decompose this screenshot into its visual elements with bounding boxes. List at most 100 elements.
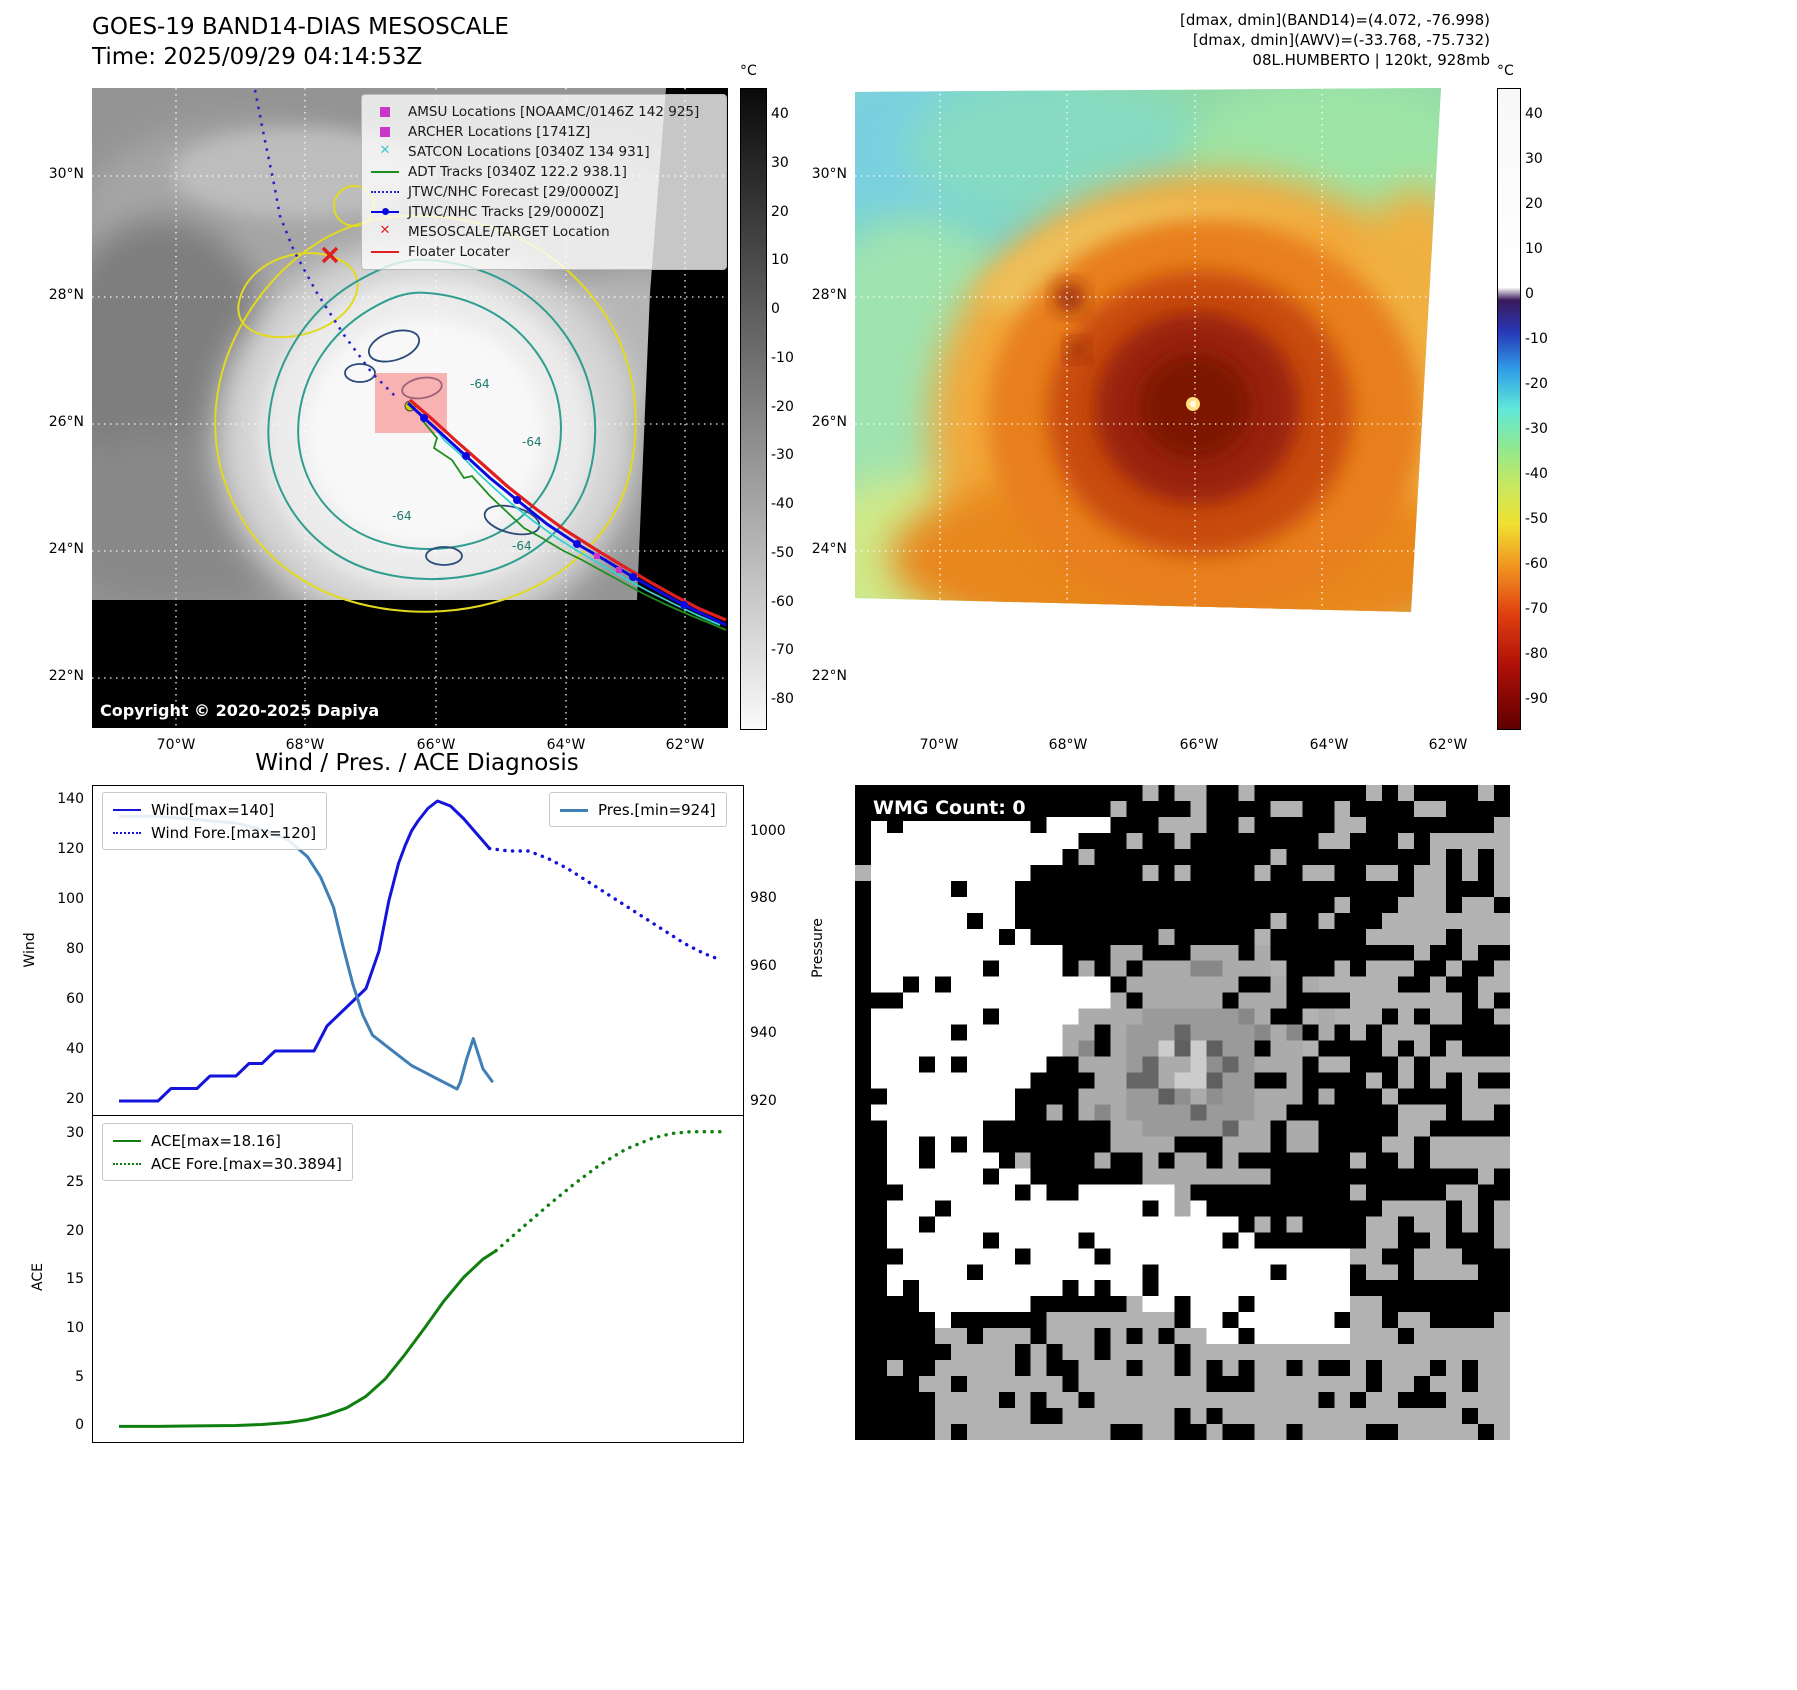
pressure-axis-tick: 1000 <box>750 823 786 840</box>
legend-label: Pres.[min=924] <box>598 800 716 819</box>
pressure-legend: Pres.[min=924] <box>549 792 727 827</box>
band14-colorbar-tick: -10 <box>771 349 794 366</box>
awv-colorbar-tick: -50 <box>1525 511 1548 527</box>
series-wind-fore-max-120- <box>487 846 719 961</box>
legend-label: Wind Fore.[max=120] <box>151 823 317 842</box>
band14-lat-tick: 28°N <box>48 287 84 303</box>
awv-lon-tick: 70°W <box>919 737 959 753</box>
map-legend-label: JTWC/NHC Tracks [29/0000Z] <box>408 204 605 220</box>
pressure-line-icon <box>560 803 588 817</box>
wind-axis-tick: 20 <box>66 1091 84 1107</box>
band14-lat-tick: 22°N <box>48 668 84 684</box>
wind-axis-tick: 100 <box>57 891 84 907</box>
band14-colorbar-tick: -80 <box>771 691 794 707</box>
band14-colorbar-tick: -40 <box>771 496 794 512</box>
ace-axis-tick: 0 <box>75 1417 84 1434</box>
series-wind-max-140- <box>119 799 491 1103</box>
wmg-count-label: WMG Count: 0 <box>867 795 1032 821</box>
band14-lon-tick: 64°W <box>546 737 586 753</box>
awv-lon-tick: 68°W <box>1048 737 1088 753</box>
wind-ylabel: Wind <box>22 932 38 968</box>
awv-lat-tick: 24°N <box>811 541 847 557</box>
contour-label: -64 <box>470 377 490 391</box>
ace-axis-tick: 10 <box>66 1320 84 1337</box>
band14-title: GOES-19 BAND14-DIAS MESOSCALE <box>92 14 509 40</box>
legend-item: Wind[max=140] <box>113 798 316 821</box>
square-marker-icon <box>371 105 399 119</box>
band14-lon-tick: 66°W <box>416 737 456 753</box>
awv-colorbar-tick: 10 <box>1525 241 1543 257</box>
copyright-text: Copyright © 2020-2025 Dapiya <box>100 701 380 720</box>
awv-colorbar-tick: -40 <box>1525 466 1548 482</box>
awv-lon-tick: 64°W <box>1309 737 1349 753</box>
map-legend-item: Floater Locater <box>371 242 717 262</box>
legend-label: ACE[max=18.16] <box>151 1131 281 1150</box>
band14-colorbar-tick: -60 <box>771 593 794 610</box>
map-legend-item: JTWC/NHC Tracks [29/0000Z] <box>371 202 717 222</box>
map-legend-label: Floater Locater <box>408 244 510 260</box>
ace-plot <box>119 1129 726 1428</box>
pressure-axis-tick: 960 <box>750 957 777 974</box>
awv-colorbar-tick: -30 <box>1525 421 1548 437</box>
floater-track <box>408 398 727 622</box>
awv-header-line: [dmax, dmin](AWV)=(-33.768, -75.732) <box>1192 31 1490 49</box>
map-legend-item: AMSU Locations [NOAAMC/0146Z 142 925] <box>371 102 717 122</box>
wind-axis-tick: 40 <box>66 1041 84 1057</box>
band14-colorbar-tick: 0 <box>771 301 780 317</box>
dotted-marker-icon <box>371 185 399 199</box>
band14-colorbar-tick: -50 <box>771 544 794 561</box>
awv-colorbar <box>1497 88 1521 730</box>
map-legend-item: JTWC/NHC Forecast [29/0000Z] <box>371 182 717 202</box>
legend-label: Wind[max=140] <box>151 800 275 819</box>
pressure-ylabel: Pressure <box>810 918 826 978</box>
wind-axis-tick: 140 <box>57 791 84 807</box>
adt-track <box>421 419 727 631</box>
band14-legend: AMSU Locations [NOAAMC/0146Z 142 925] ARC… <box>361 94 727 270</box>
band14-lat-tick: 24°N <box>48 541 84 557</box>
wmg-panel: WMG Count: 0 <box>855 785 1510 1440</box>
ace-axis-tick: 15 <box>66 1271 84 1288</box>
wind-axis-tick: 120 <box>57 841 84 857</box>
ace-legend: ACE[max=18.16] ACE Fore.[max=30.3894] <box>102 1123 353 1181</box>
ace-forecast-line-icon <box>113 1157 141 1171</box>
band14-time: Time: 2025/09/29 04:14:53Z <box>92 44 423 70</box>
awv-colorbar-tick: 20 <box>1525 196 1543 212</box>
awv-lon-tick: 62°W <box>1428 737 1468 753</box>
pressure-axis-tick: 920 <box>750 1092 777 1109</box>
band14-colorbar-unit: °C <box>740 63 757 79</box>
awv-header-line: 08L.HUMBERTO | 120kt, 928mb <box>1252 51 1490 69</box>
wmg-image <box>855 785 1510 1440</box>
series-pres-min-924- <box>119 814 495 1091</box>
awv-colorbar-unit: °C <box>1497 63 1514 79</box>
band14-colorbar-tick: 30 <box>771 154 789 171</box>
pressure-axis-tick: 940 <box>750 1025 777 1042</box>
band14-colorbar-tick: -30 <box>771 447 794 464</box>
square-marker-icon <box>371 125 399 139</box>
band14-colorbar-tick: -70 <box>771 642 794 659</box>
amsu-location-markers <box>594 553 622 573</box>
band14-lon-tick: 62°W <box>665 737 705 753</box>
contour-label: -64 <box>522 435 542 449</box>
legend-item: Wind Fore.[max=120] <box>113 821 316 844</box>
wind-forecast-line-icon <box>113 826 141 840</box>
line-marker-icon <box>371 245 399 259</box>
band14-colorbar <box>740 88 767 730</box>
x-marker-icon: ✕ <box>379 143 391 158</box>
wind-legend: Wind[max=140] Wind Fore.[max=120] <box>102 792 328 850</box>
awv-lat-tick: 30°N <box>811 166 847 182</box>
band14-lon-tick: 70°W <box>156 737 196 753</box>
awv-map <box>855 88 1490 728</box>
band14-map: -64 -64 -64 -64 <box>92 88 728 728</box>
awv-colorbar-tick: -10 <box>1525 331 1548 347</box>
series-ace-fore-max-30-3894- <box>494 1129 726 1253</box>
ace-line-icon <box>113 1134 141 1148</box>
awv-colorbar-tick: 40 <box>1525 106 1543 122</box>
contour-label: -64 <box>392 509 412 523</box>
band14-lat-tick: 26°N <box>48 414 84 430</box>
awv-colorbar-tick: 0 <box>1525 286 1534 302</box>
diagnosis-title: Wind / Pres. / ACE Diagnosis <box>255 750 579 776</box>
wind-axis-tick: 60 <box>66 991 84 1007</box>
legend-label: ACE Fore.[max=30.3894] <box>151 1154 342 1173</box>
legend-item: ACE Fore.[max=30.3894] <box>113 1152 342 1175</box>
